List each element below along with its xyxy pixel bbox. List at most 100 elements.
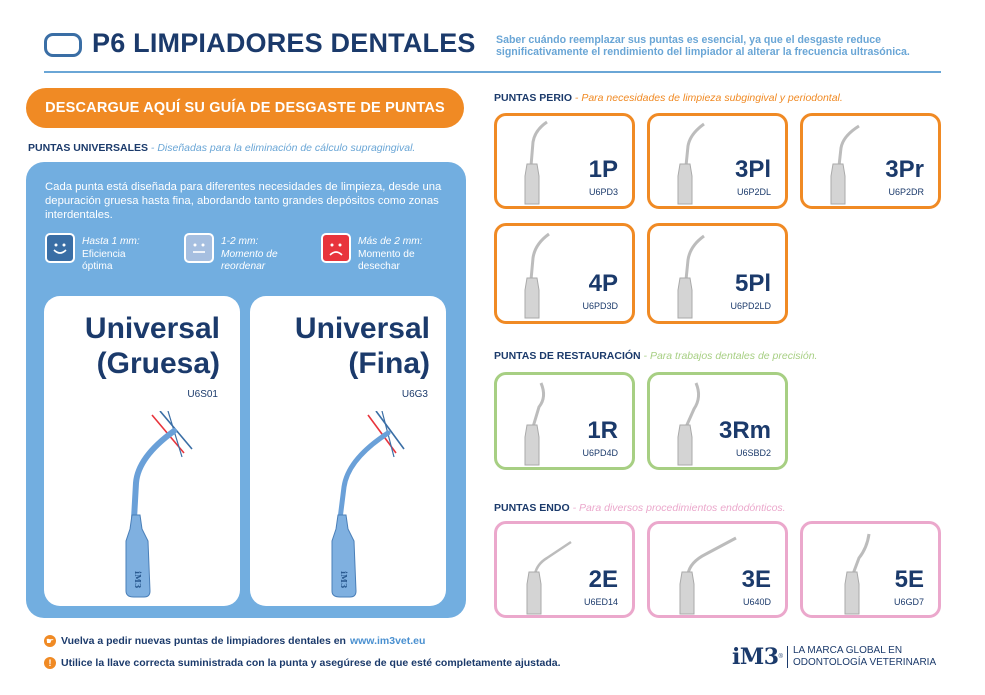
legend-item-reorder: 1-2 mm: Momento de reordenar: [221, 236, 301, 274]
warning-icon: !: [44, 657, 56, 669]
wrench-note: ! Utilice la llave correcta suministrada…: [44, 657, 561, 669]
universal-tip-image-icon: iM3: [331, 411, 405, 598]
tip-code: U6S01: [187, 389, 218, 400]
tip-name: 3Rm: [718, 417, 771, 444]
endo-heading: PUNTAS ENDO - Para diversos procedimient…: [494, 502, 786, 514]
tip-image-icon: [844, 533, 871, 615]
wrench-text: Utilice la llave correcta suministrada c…: [61, 657, 561, 669]
page-title: P6 LIMPIADORES DENTALES: [92, 28, 476, 58]
tip-code: U6SBD2: [735, 448, 771, 458]
universal-coarse-card: Universal (Gruesa) U6S01 iM3: [44, 296, 240, 606]
download-guide-button[interactable]: DESCARGUE AQUÍ SU GUÍA DE DESGASTE DE PU…: [26, 88, 464, 128]
tip-brand: iM3: [133, 571, 143, 589]
legend-text-2: óptima: [82, 261, 113, 272]
tip-code: U6PD3D: [582, 301, 618, 311]
tip-name: 3Pl: [734, 156, 771, 183]
endo-heading-title: PUNTAS ENDO: [494, 502, 570, 514]
logo-registered: ®: [778, 654, 783, 660]
reorder-text: Vuelva a pedir nuevas puntas de limpiado…: [61, 635, 346, 647]
tip-name: 5Pl: [734, 270, 771, 297]
legend-text-1: Momento de: [358, 248, 415, 260]
universal-heading: PUNTAS UNIVERSALES - Diseñadas para la e…: [28, 142, 415, 154]
tip-name: 1R: [587, 417, 618, 444]
tip-name: 3E: [741, 566, 771, 593]
tip-card-1r: 1R U6PD4D: [494, 372, 635, 470]
tip-code: U6PD4D: [582, 448, 618, 458]
tip-image-icon: [830, 124, 860, 205]
tip-image-icon: [524, 120, 548, 205]
legend-text-2: desechar: [358, 261, 400, 272]
tip-code: U6P2DL: [736, 187, 771, 197]
legend-text-1: Eficiencia: [82, 248, 126, 260]
tip-name-line-2: (Gruesa): [96, 347, 220, 380]
legend-item-optimal: Hasta 1 mm: Eficiencia óptima: [82, 236, 152, 274]
universal-fine-card: Universal (Fina) U6G3 iM3: [250, 296, 446, 606]
tip-code: U6PD3: [588, 187, 618, 197]
tip-card-4p: 4P U6PD3D: [494, 223, 635, 324]
tip-code: U6GD7: [893, 597, 924, 607]
tip-brand: iM3: [339, 571, 349, 589]
happy-face-icon: [45, 233, 75, 263]
legend-item-discard: Más de 2 mm: Momento de desechar: [358, 236, 453, 274]
legend-range: Más de 2 mm:: [358, 236, 423, 247]
logo-divider: [786, 646, 788, 668]
tip-image-icon: [524, 382, 546, 466]
tip-code: U6ED14: [583, 597, 618, 607]
tip-code: U6PD2LD: [730, 301, 771, 311]
legend-text-2: reordenar: [221, 261, 266, 272]
restauracion-heading-sub: - Para trabajos dentales de precisión.: [640, 350, 818, 362]
tip-name: 5E: [894, 566, 924, 593]
neutral-face-icon: [184, 233, 214, 263]
tip-name: Universal (Fina): [295, 311, 430, 381]
tip-name: 1P: [588, 156, 618, 183]
tip-card-5pl: 5Pl U6PD2LD: [647, 223, 788, 324]
restauracion-heading-title: PUNTAS DE RESTAURACIÓN: [494, 350, 641, 362]
tagline-line-2: ODONTOLOGÍA VETERINARIA: [792, 657, 937, 668]
brand-logo: iM3 ® LA MARCA GLOBAL EN ODONTOLOGÍA VET…: [732, 644, 936, 670]
title-pill-icon: [44, 33, 82, 57]
tip-card-3e: 3E U640D: [647, 521, 788, 618]
tip-card-3pr: 3Pr U6P2DR: [800, 113, 941, 209]
legend-range: 1-2 mm:: [221, 236, 259, 247]
tip-card-1p: 1P U6PD3: [494, 113, 635, 209]
tip-name: Universal (Gruesa): [85, 311, 220, 381]
tip-name: 4P: [588, 270, 618, 297]
logo-wordmark: iM3: [732, 644, 779, 670]
tagline-line-1: LA MARCA GLOBAL EN: [792, 645, 903, 656]
tip-name-line-1: Universal: [84, 312, 220, 345]
tip-card-3pl: 3Pl U6P2DL: [647, 113, 788, 209]
tip-card-2e: 2E U6ED14: [494, 521, 635, 618]
legend-text-1: Momento de: [221, 248, 278, 260]
universal-tip-image-icon: iM3: [125, 411, 193, 598]
tip-name-line-1: Universal: [294, 312, 430, 345]
tip-image-icon: [677, 122, 705, 205]
tip-image-icon: [526, 540, 572, 615]
legend-range: Hasta 1 mm:: [82, 236, 140, 247]
restauracion-heading: PUNTAS DE RESTAURACIÓN - Para trabajos d…: [494, 350, 817, 362]
endo-heading-sub: - Para diversos procedimientos endodónti…: [569, 502, 786, 514]
hand-pointer-icon: ☛: [44, 635, 56, 647]
tip-name: 2E: [588, 566, 618, 593]
tip-image-icon: [677, 234, 705, 319]
reorder-note: ☛ Vuelva a pedir nuevas puntas de limpia…: [44, 635, 425, 647]
tip-image-icon: [524, 232, 550, 319]
sad-face-icon: [321, 233, 351, 263]
logo-tagline: LA MARCA GLOBAL EN ODONTOLOGÍA VETERINAR…: [793, 645, 936, 669]
tip-card-3rm: 3Rm U6SBD2: [647, 372, 788, 470]
tip-name: 3Pr: [885, 156, 924, 183]
tip-image-icon: [679, 536, 737, 615]
perio-heading-sub: - Para necesidades de limpieza subgingiv…: [571, 92, 843, 104]
tip-code: U640D: [742, 597, 771, 607]
universal-heading-title: PUNTAS UNIVERSALES: [28, 142, 148, 154]
tip-code: U6P2DR: [888, 187, 924, 197]
universal-heading-sub: - Diseñadas para la eliminación de cálcu…: [148, 142, 416, 154]
tip-code: U6G3: [401, 389, 428, 400]
tip-name-line-2: (Fina): [348, 347, 430, 380]
perio-heading: PUNTAS PERIO - Para necesidades de limpi…: [494, 92, 843, 104]
reorder-link[interactable]: www.im3vet.eu: [349, 635, 426, 647]
tip-card-5e: 5E U6GD7: [800, 521, 941, 618]
tip-image-icon: [677, 382, 701, 466]
header-divider: [44, 71, 941, 73]
header-intro: Saber cuándo reemplazar sus puntas es es…: [496, 34, 910, 58]
perio-heading-title: PUNTAS PERIO: [494, 92, 572, 104]
